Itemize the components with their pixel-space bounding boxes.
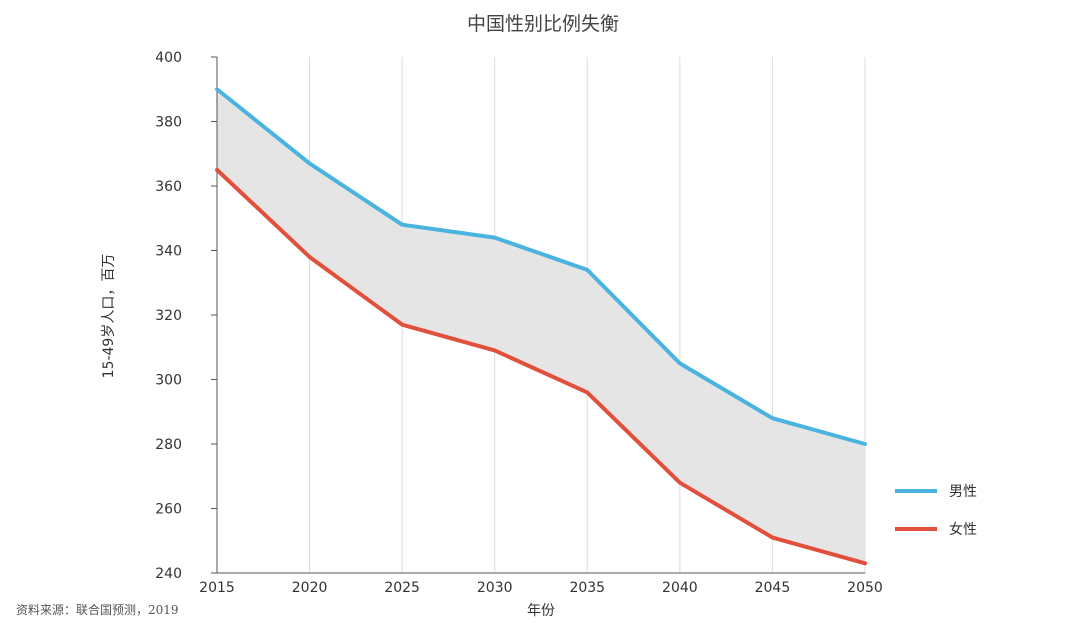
y-tick-label: 340 [155, 244, 182, 260]
x-tick-labels: 2015 2020 2025 2030 2035 2040 2045 2050 [199, 580, 883, 596]
y-tick-label: 320 [155, 308, 182, 324]
legend-label: 女性 [949, 521, 977, 538]
y-tick-label: 260 [155, 502, 182, 518]
x-tick-label: 2015 [199, 580, 235, 596]
y-tick-label: 300 [155, 373, 182, 389]
y-tick-label: 360 [155, 179, 182, 195]
y-tick-label: 400 [155, 50, 182, 66]
x-tick-label: 2045 [755, 580, 791, 596]
gap-area [217, 89, 865, 564]
x-tick-label: 2025 [384, 580, 420, 596]
y-axis-label: 15-49岁人口，百万 [101, 254, 117, 379]
series-line-female [215, 167, 867, 566]
x-tick-label: 2030 [477, 580, 513, 596]
gap-fill [217, 89, 865, 564]
y-tick-label: 380 [155, 115, 182, 131]
y-tick-label: 280 [155, 437, 182, 453]
x-tick-label: 2050 [847, 580, 883, 596]
y-tick-label: 240 [155, 566, 182, 582]
legend-label: 男性 [949, 484, 977, 500]
x-tick-label: 2035 [569, 580, 605, 596]
source-note: 资料来源：联合国预测，2019 [16, 602, 179, 617]
series-line-male [215, 87, 867, 446]
x-tick-label: 2020 [292, 580, 328, 596]
chart-title: 中国性别比例失衡 [467, 13, 619, 35]
y-tick-labels: 240 260 280 300 320 340 360 380 400 [155, 50, 217, 582]
x-axis-label: 年份 [527, 603, 555, 619]
series-lines [215, 87, 867, 566]
x-tick-label: 2040 [662, 580, 698, 596]
